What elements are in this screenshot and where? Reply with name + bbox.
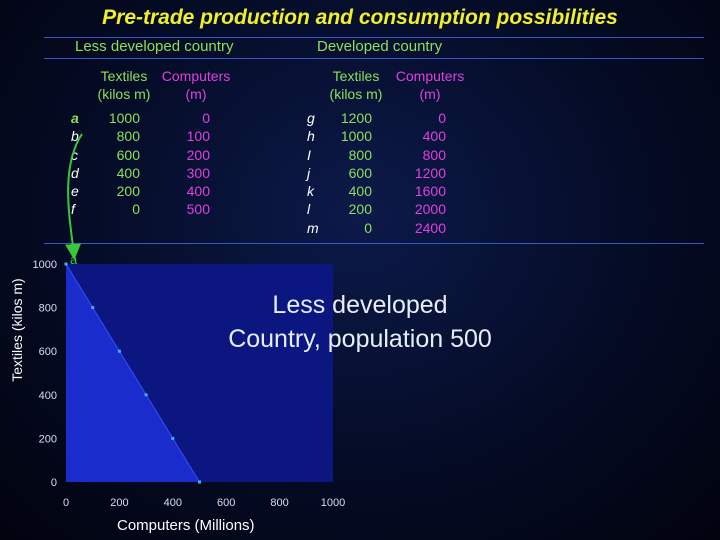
y-tick-label: 1000 [33, 259, 57, 271]
ldc-table-header: Less developed country [75, 38, 234, 55]
x-tick-label: 400 [164, 497, 182, 509]
data-point [171, 436, 175, 440]
ldc-row-labels: a b c d e f [71, 110, 79, 218]
ppf-frontier-line [65, 263, 200, 483]
data-point [198, 480, 201, 484]
y-axis-title: Textiles (kilos m) [9, 278, 25, 382]
country-annotation: Less developed Country, population 500 [180, 288, 540, 356]
dc-textiles-values: 1200 1000 800 600 400 200 0 [340, 110, 372, 236]
x-tick-label: 600 [217, 497, 235, 509]
y-tick-label: 200 [39, 433, 57, 445]
data-point [64, 262, 68, 266]
x-tick-label: 200 [110, 497, 128, 509]
table-header-rule [44, 58, 704, 59]
annotation-line-2: Country, population 500 [228, 325, 492, 353]
ldc-col-textiles: Textiles (kilos m) [97, 68, 151, 102]
dc-col-textiles: Textiles (kilos m) [329, 68, 383, 102]
dc-row-labels: g h I j k l m [307, 110, 319, 236]
data-point [144, 393, 148, 397]
y-tick-label: 800 [39, 303, 57, 315]
dc-col-computers: Computers (m) [395, 68, 465, 102]
point-a-label: a [70, 252, 78, 267]
dc-table-header: Developed country [317, 38, 443, 55]
ldc-textiles-values: 1000 800 600 400 200 0 [108, 110, 140, 218]
x-tick-label: 1000 [321, 497, 345, 509]
table-top-rule [44, 37, 704, 38]
dc-computers-values: 0 400 800 1200 1600 2000 2400 [414, 110, 446, 236]
data-point [117, 349, 121, 353]
x-axis-title: Computers (Millions) [117, 517, 255, 534]
slide-title: Pre-trade production and consumption pos… [102, 6, 618, 29]
y-tick-label: 600 [39, 346, 57, 358]
ldc-col-computers: Computers (m) [161, 68, 231, 102]
ldc-computers-values: 0 100 200 300 400 500 [186, 110, 210, 218]
y-tick-label: 400 [39, 390, 57, 402]
y-tick-label: 0 [51, 477, 57, 489]
annotation-line-1: Less developed [272, 291, 448, 319]
connector-arrow [65, 133, 83, 260]
x-tick-label: 800 [270, 497, 288, 509]
x-tick-label: 0 [63, 497, 69, 509]
data-point [91, 306, 95, 310]
table-bottom-rule [44, 243, 704, 244]
